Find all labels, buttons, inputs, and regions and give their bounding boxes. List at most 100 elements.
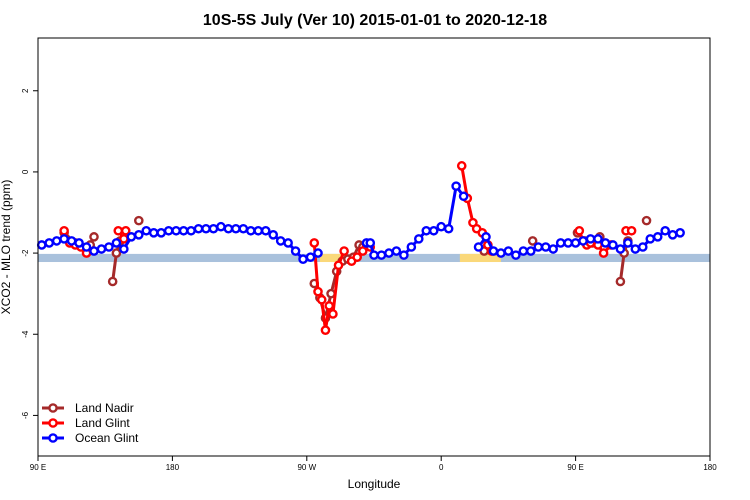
- series-2-point-0-11: [119, 244, 129, 254]
- series-0-point-2-1: [111, 248, 122, 258]
- legend-label-0: Land Nadir: [75, 401, 134, 415]
- series-2-point-0-14: [141, 225, 152, 236]
- land-band-1: [459, 253, 501, 263]
- series-1-point-2-2: [316, 294, 327, 305]
- series-2-point-1-10: [428, 225, 439, 236]
- series-2-point-1-6: [399, 250, 409, 260]
- series-2-point-0-17: [163, 225, 174, 236]
- series-2-point-2-19: [615, 244, 626, 254]
- series-2-point-0-9: [104, 242, 114, 252]
- series-2-point-0-13: [133, 230, 144, 240]
- y-tick-label-3: 0: [21, 169, 30, 174]
- series-2-point-0-18: [171, 225, 181, 236]
- series-1-point-1-2: [120, 225, 131, 236]
- x-tick-label-3: 0: [439, 463, 444, 472]
- series-2-point-0-6: [81, 242, 92, 252]
- series-2-point-0-20: [186, 225, 196, 236]
- series-1-point-2-1: [313, 286, 323, 297]
- series-1-point-1-0: [113, 225, 124, 236]
- series-2-point-0-24: [216, 221, 226, 232]
- series-2-point-2-13: [570, 238, 581, 248]
- land-band-0: [319, 253, 346, 263]
- series-2-point-2-0: [473, 242, 484, 252]
- series-2-point-0-12: [126, 232, 137, 242]
- series-2-point-1-12: [443, 223, 454, 234]
- series-2-point-2-22: [638, 242, 648, 252]
- legend-item-0: Land Nadir: [42, 401, 134, 415]
- series-2-point-1-8: [413, 234, 424, 244]
- y-axis-label: XCO2 - MLO trend (ppm): [0, 180, 13, 315]
- chart-title: 10S-5S July (Ver 10) 2015-01-01 to 2020-…: [203, 12, 547, 29]
- series-2-point-2-11: [555, 238, 566, 248]
- series-1-point-4-0: [456, 161, 467, 171]
- series-2-point-2-15: [585, 234, 596, 244]
- legend-label-2: Ocean Glint: [75, 431, 139, 445]
- series-1-point-6-1: [626, 225, 637, 236]
- series-2-point-1-1: [365, 238, 376, 248]
- series-2-point-2-17: [600, 238, 611, 248]
- series-2-point-1-14: [458, 191, 469, 202]
- series-1-point-5-5: [598, 248, 609, 258]
- series-2-point-0-31: [268, 230, 279, 240]
- series-2-point-0-34: [290, 246, 301, 256]
- series-2-point-2-23: [645, 234, 656, 244]
- series-1-point-2-6: [333, 260, 344, 271]
- series-2-point-0-37: [313, 248, 323, 258]
- legend-label-1: Land Glint: [75, 416, 130, 430]
- series-2-point-1-4: [384, 248, 394, 258]
- series-2-point-2-21: [630, 244, 641, 254]
- series-2-point-0-32: [275, 236, 286, 246]
- y-tick-label-2: -2: [21, 249, 30, 257]
- series-1-point-2-4: [324, 301, 335, 311]
- series-2-point-0-35: [298, 254, 308, 264]
- series-2-point-0-22: [201, 223, 211, 234]
- legend-marker-2: [48, 433, 58, 443]
- series-2-point-2-16: [593, 234, 603, 244]
- x-tick-label-4: 90 E: [567, 463, 583, 472]
- series-2-point-0-33: [283, 238, 293, 248]
- series-2-point-0-30: [260, 225, 271, 236]
- legend-item-2: Ocean Glint: [42, 431, 139, 445]
- series-1-point-1-1: [119, 234, 129, 244]
- series-2-point-2-12: [563, 238, 573, 248]
- series-2-point-1-5: [391, 246, 402, 256]
- series-2-point-2-20: [623, 238, 633, 248]
- series-2-point-0-7: [89, 246, 99, 256]
- series-2-point-0-15: [148, 227, 159, 238]
- series-2-point-0-25: [223, 223, 234, 234]
- series-2-point-0-19: [178, 225, 189, 236]
- series-2-point-0-27: [238, 223, 249, 234]
- series-2-point-2-6: [518, 246, 529, 256]
- series-2-point-0-26: [231, 223, 241, 234]
- series-2-point-2-18: [608, 240, 618, 250]
- series-layer: [36, 161, 685, 335]
- series-2-point-1-7: [406, 242, 417, 252]
- series-2-point-0-0: [36, 240, 47, 250]
- legend-item-1: Land Glint: [42, 416, 130, 430]
- series-2-point-0-8: [96, 244, 107, 254]
- series-2-point-1-3: [376, 250, 387, 260]
- series-1-point-2-0: [309, 238, 320, 248]
- series-2-point-1-11: [436, 221, 447, 232]
- x-tick-label-5: 180: [703, 463, 717, 472]
- series-1-point-2-3: [320, 325, 331, 335]
- series-1-point-5-0: [574, 225, 585, 236]
- series-2-point-2-10: [548, 244, 559, 254]
- x-axis: 90 E 180 90 W 0 90 E 180: [30, 456, 717, 472]
- series-2-point-0-21: [193, 223, 204, 234]
- series-2-point-2-2: [488, 246, 499, 256]
- y-tick-label-1: -4: [21, 330, 30, 338]
- series-2-point-2-9: [540, 242, 551, 252]
- legend-marker-1: [48, 418, 58, 428]
- x-tick-label-2: 90 W: [297, 463, 316, 472]
- series-2-point-2-8: [533, 242, 544, 252]
- series-2-point-0-28: [245, 225, 256, 236]
- series-2: [36, 181, 685, 264]
- series-0-point-1-2: [89, 232, 99, 242]
- series-1-point-2-5: [328, 309, 338, 319]
- x-tick-label-1: 180: [166, 463, 180, 472]
- series-1-point-3-1: [352, 252, 363, 262]
- series-2-point-1-9: [421, 225, 432, 236]
- series-2-point-2-3: [496, 248, 506, 258]
